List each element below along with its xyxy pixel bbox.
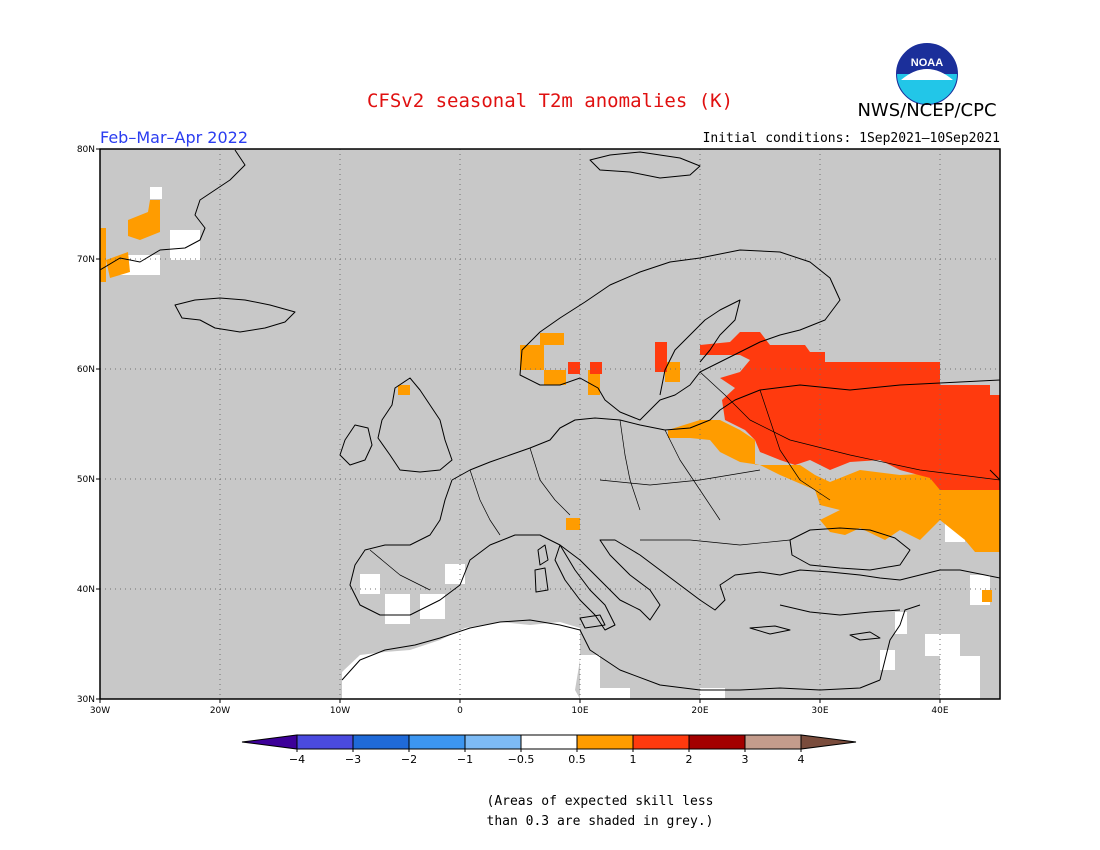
- agency-label: NWS/NCEP/CPC: [857, 100, 997, 121]
- colorbar-label: −0.5: [508, 753, 535, 766]
- lon-tick-label: 20W: [210, 706, 230, 716]
- lon-tick-label: 10W: [330, 706, 350, 716]
- map-title: CFSv2 seasonal T2m anomalies (K): [366, 90, 734, 112]
- colorbar-label: −4: [289, 753, 305, 766]
- colorbar: [241, 734, 857, 752]
- colorbar-swatch: [408, 734, 466, 750]
- coastlines: [100, 149, 1000, 691]
- colorbar-label: 3: [742, 753, 749, 766]
- neutral-regions: [120, 187, 990, 699]
- map-frame: [99, 148, 1001, 700]
- lon-tick-label: 30E: [811, 706, 828, 716]
- colorbar-label: −3: [345, 753, 361, 766]
- forecast-period: Feb–Mar–Apr 2022: [100, 128, 248, 147]
- colorbar-label: −2: [401, 753, 417, 766]
- colorbar-label: −1: [457, 753, 473, 766]
- colorbar-arrow-left: [241, 734, 298, 750]
- axis-ticks: [96, 148, 941, 703]
- colorbar-arrow-right: [800, 734, 857, 750]
- colorbar-swatch: [464, 734, 522, 750]
- lon-tick-label: 0: [457, 706, 463, 716]
- anomaly-level-2-regions: [568, 332, 1000, 490]
- lat-axis: 80N 70N 60N 50N 40N 30N: [77, 145, 95, 705]
- colorbar-label: 2: [686, 753, 693, 766]
- lat-tick-label: 40N: [77, 585, 95, 595]
- lat-tick-label: 80N: [77, 145, 95, 155]
- lon-axis: 30W 20W 10W 0 10E 20E 30E 40E: [90, 706, 949, 716]
- skill-footnote: (Areas of expected skill less than 0.3 a…: [420, 792, 780, 832]
- colorbar-swatch: [688, 734, 746, 750]
- initial-conditions: Initial conditions: 1Sep2021–10Sep2021: [702, 131, 1000, 146]
- colorbar-swatch: [744, 734, 802, 750]
- lat-tick-label: 60N: [77, 365, 95, 375]
- colorbar-swatch: [296, 734, 354, 750]
- lat-tick-label: 30N: [77, 695, 95, 705]
- anomaly-level-1-regions: [100, 200, 1000, 602]
- colorbar-labels: −4 −3 −2 −1 −0.5 0.5 1 2 3 4: [289, 753, 805, 766]
- noaa-logo: NOAA: [896, 43, 958, 105]
- lon-tick-label: 10E: [571, 706, 588, 716]
- colorbar-label: 0.5: [568, 753, 586, 766]
- colorbar-label: 1: [630, 753, 637, 766]
- colorbar-swatch: [352, 734, 410, 750]
- lat-tick-label: 70N: [77, 255, 95, 265]
- colorbar-swatch: [576, 734, 634, 750]
- lat-tick-label: 50N: [77, 475, 95, 485]
- lon-tick-label: 40E: [931, 706, 948, 716]
- footnote-line: (Areas of expected skill less: [486, 794, 714, 809]
- footnote-line: than 0.3 are shaded in grey.): [486, 814, 714, 829]
- lon-tick-label: 30W: [90, 706, 110, 716]
- logo-text: NOAA: [911, 57, 943, 69]
- colorbar-label: 4: [798, 753, 805, 766]
- lon-tick-label: 20E: [691, 706, 708, 716]
- graticule: [100, 149, 1000, 699]
- colorbar-swatch: [632, 734, 690, 750]
- colorbar-swatch: [520, 734, 578, 750]
